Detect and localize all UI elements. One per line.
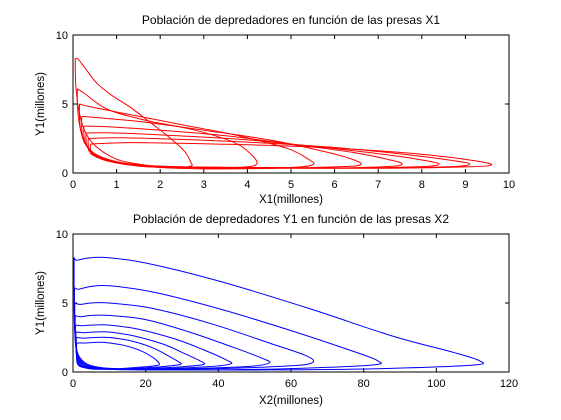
bottom-series-line-5 [75,324,233,370]
bottom-x-tick-label: 100 [427,378,445,390]
top-x-tick-label: 7 [375,179,381,191]
top-x-tick-label: 3 [201,179,207,191]
top-x-tick-label: 9 [462,179,468,191]
bottom-y-tick-label: 5 [62,298,68,310]
top-x-tick-label: 8 [419,179,425,191]
bottom-x-tick-label: 0 [70,378,76,390]
bottom-y-axis-label: Y1(millones) [35,271,47,335]
top-y-tick-label: 0 [62,168,68,180]
bottom-x-tick-label: 80 [358,378,370,390]
bottom-x-axis-label: X2(millones) [259,395,323,407]
top-plot-area [72,34,510,174]
bottom-series-line-8 [76,341,161,370]
bottom-series-line-3 [74,302,315,370]
top-x-tick-label: 1 [114,179,120,191]
top-y-tick-label: 5 [62,99,68,111]
bottom-axis-ticks: 0 20 40 60 80 100 120 0 5 10 [56,229,518,390]
top-x-tick-label: 10 [503,179,515,191]
top-series-line-8 [89,142,493,169]
top-chart-title: Población de depredadores en función de … [142,13,441,27]
bottom-y-tick-label: 10 [56,229,68,241]
bottom-chart-title: Población de depredadores Y1 en función … [133,212,449,226]
bottom-series-line-2 [73,284,382,371]
top-x-tick-label: 6 [332,179,338,191]
bottom-series-group [73,256,485,371]
top-y-tick-label: 10 [56,30,68,42]
bottom-series-line-7 [75,336,182,370]
top-axis-ticks: 0 1 2 3 4 5 6 7 8 9 10 0 5 10 [56,30,515,191]
bottom-x-tick-label: 20 [140,378,152,390]
bottom-series-line-4 [74,314,271,370]
bottom-x-tick-label: 40 [212,378,224,390]
bottom-x-tick-label: 60 [285,378,297,390]
top-x-tick-label: 0 [70,179,76,191]
top-x-tick-label: 5 [288,179,294,191]
top-series-group [74,57,493,170]
bottom-y-tick-label: 0 [62,367,68,379]
bottom-x-tick-label: 120 [500,378,518,390]
bottom-subplot: Población de depredadores Y1 en función … [35,212,518,407]
top-x-axis-label: X1(millones) [259,194,323,206]
top-x-tick-label: 4 [244,179,250,191]
top-y-axis-label: Y1(millones) [35,72,47,136]
top-subplot: Población de depredadores en función de … [35,13,515,206]
top-x-tick-label: 2 [157,179,163,191]
